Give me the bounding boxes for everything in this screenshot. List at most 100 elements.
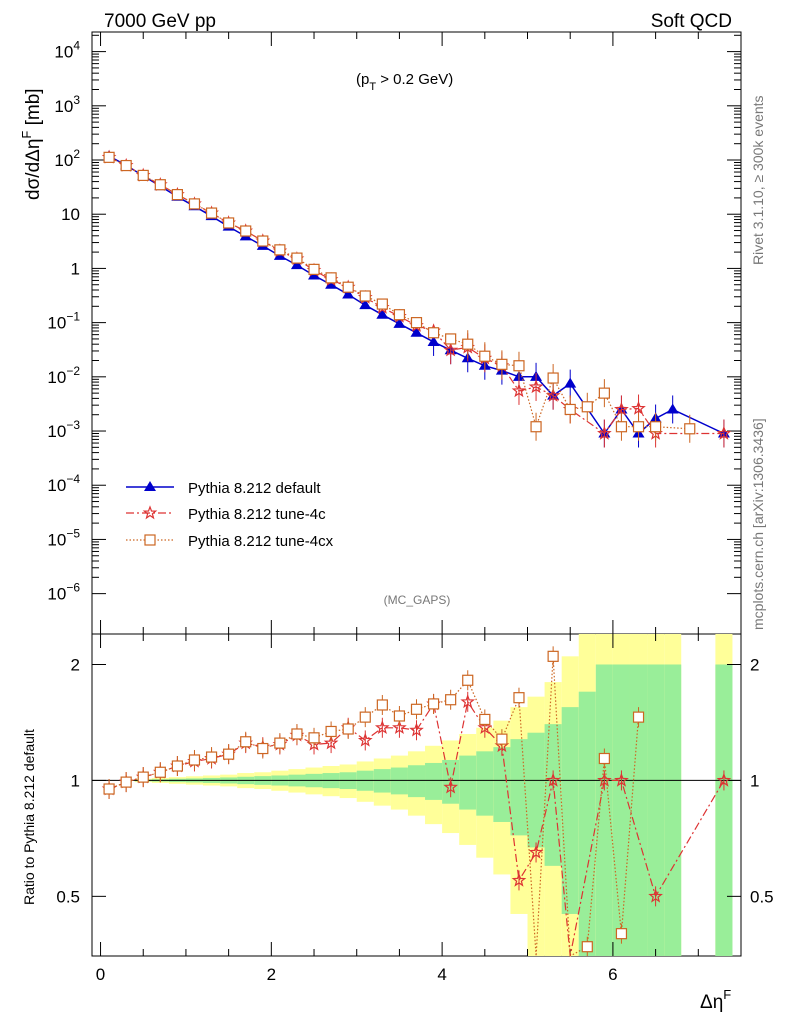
marker-square (188, 198, 201, 210)
legend-entry-tune4cx: Pythia 8.212 tune-4cx (126, 533, 334, 550)
marker-star (614, 772, 629, 787)
marker-square (479, 713, 491, 726)
marker-square (257, 742, 269, 755)
marker-square (530, 421, 542, 433)
marker-square (240, 225, 252, 237)
marker-square (137, 169, 149, 182)
marker-star (477, 720, 493, 734)
marker-square (513, 692, 525, 704)
ratio-y-tick-label-left: 0.5 (56, 887, 80, 906)
legend-label-tune4cx: Pythia 8.212 tune-4cx (188, 533, 334, 550)
band-inner-segment (595, 664, 613, 956)
marker-square (103, 783, 115, 795)
main-y-tick-label: 102 (54, 147, 80, 170)
marker-square (462, 338, 474, 350)
marker-square (325, 272, 337, 284)
ratio-line (108, 656, 640, 957)
x-tick-label: 2 (267, 965, 276, 984)
marker-star (443, 779, 459, 794)
marker-triangle (325, 278, 338, 289)
marker-star (374, 720, 390, 734)
marker-square (615, 421, 628, 433)
marker-square (376, 298, 388, 310)
main-y-label: dσ/dΔηF [mb] (19, 88, 44, 200)
marker-square (445, 694, 457, 706)
ratio-y-axis: 0.5 0.5 1 1 2 2 (56, 655, 773, 906)
marker-square (564, 403, 576, 416)
marker-square (325, 725, 337, 738)
marker-triangle (410, 326, 423, 337)
band-inner-segment (527, 732, 545, 848)
main-y-tick-label: 10 (61, 205, 80, 224)
marker-square (445, 333, 457, 345)
marker-square (427, 698, 440, 710)
marker-square (479, 350, 491, 362)
marker-star (631, 400, 646, 415)
marker-square (188, 754, 201, 766)
marker-star (409, 722, 424, 737)
main-y-tick-label: 10−4 (47, 472, 80, 495)
marker-square (581, 941, 593, 953)
marker-star (460, 694, 476, 709)
marker-triangle (564, 377, 577, 388)
band-inner-segment (612, 664, 630, 956)
marker-square (103, 151, 115, 163)
cut-label: (pT > 0.2 GeV) (356, 71, 453, 93)
main-y-tick-label: 10−1 (47, 310, 80, 333)
marker-square (223, 217, 235, 229)
legend-label-tune4c: Pythia 8.212 tune-4c (188, 506, 326, 523)
marker-square (120, 776, 132, 788)
main-y-tick-label: 10−3 (47, 418, 80, 441)
marker-square (547, 372, 559, 384)
marker-triangle (376, 308, 389, 319)
x-tick-label: 0 (96, 965, 105, 984)
marker-star (648, 888, 663, 903)
rivet-label: Rivet 3.1.10, ≥ 300k events (750, 95, 766, 265)
marker-square (581, 401, 593, 413)
marker-square (154, 766, 166, 778)
marker-square (462, 674, 474, 686)
marker-square (137, 771, 149, 783)
analysis-tag: (MC_GAPS) (384, 593, 451, 607)
main-y-tick-label: 104 (54, 39, 80, 62)
marker-square (547, 650, 559, 662)
band-inner-segment (629, 664, 648, 956)
marker-star (597, 772, 612, 787)
marker-star (511, 872, 527, 887)
x-axis: 0 2 4 6 (96, 32, 699, 984)
marker-star (357, 732, 373, 747)
band-inner-segment (407, 765, 426, 798)
marker-square (615, 928, 628, 940)
marker-square (410, 703, 423, 715)
ratio-uncertainty-bands (134, 634, 733, 956)
marker-square (120, 159, 132, 172)
marker-square (240, 736, 252, 748)
marker-square (308, 732, 320, 744)
ratio-y-label: Ratio to Pythia 8.212 default (21, 729, 37, 905)
series-line (108, 155, 725, 435)
marker-square (496, 733, 508, 745)
marker-square (359, 711, 371, 723)
marker-square (291, 728, 303, 740)
legend-marker-triangle (144, 481, 156, 491)
marker-triangle (342, 288, 355, 299)
main-y-tick-label: 1 (71, 259, 80, 278)
band-inner-segment (715, 664, 733, 956)
ratio-series (101, 646, 732, 957)
x-label: ΔηF (700, 987, 731, 1013)
marker-star (545, 387, 561, 402)
header-left: 7000 GeV pp (104, 11, 216, 32)
marker-triangle (666, 403, 679, 414)
legend-marker-star (142, 505, 158, 520)
x-tick-label: 6 (608, 965, 617, 984)
marker-square (154, 179, 166, 191)
marker-star (323, 735, 339, 750)
ratio-y-tick-label-left: 2 (71, 655, 80, 674)
marker-square (650, 421, 662, 433)
marker-square (513, 360, 525, 372)
main-y-tick-label: 103 (54, 93, 80, 116)
marker-triangle (290, 259, 303, 270)
marker-square (410, 317, 423, 329)
band-inner-segment (425, 762, 443, 800)
header-right: Soft QCD (651, 11, 732, 32)
